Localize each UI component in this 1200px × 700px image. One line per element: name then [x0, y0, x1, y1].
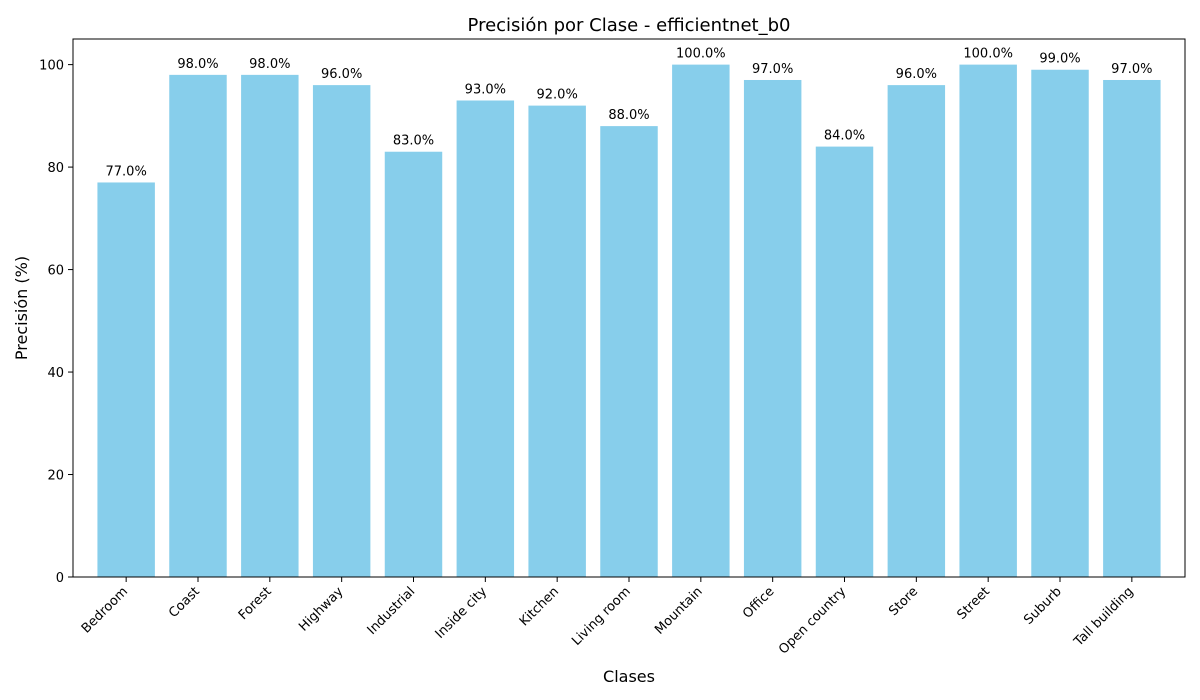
y-axis-label: Precisión (%)	[12, 256, 31, 360]
value-label: 83.0%	[393, 134, 434, 149]
bar-street	[959, 64, 1017, 578]
x-tick-label: Kitchen	[517, 584, 562, 629]
value-label: 84.0%	[824, 129, 865, 144]
y-tick-label: 40	[47, 366, 64, 381]
x-tick-label: Open country	[776, 584, 849, 657]
plot-frame	[72, 38, 1186, 578]
x-tick-label: Industrial	[365, 584, 419, 638]
y-axis: 0 20 40 60 80 100	[39, 59, 73, 586]
y-tick-label: 100	[39, 59, 64, 74]
bar-kitchen	[528, 105, 586, 577]
x-tick-label: Living room	[569, 584, 634, 649]
y-tick-label: 20	[47, 469, 64, 484]
x-tick-label: Mountain	[652, 584, 705, 637]
value-label: 97.0%	[1111, 62, 1152, 77]
bar-office	[743, 79, 802, 577]
x-axis: Bedroom Coast Forest Highway Industrial Insid…	[79, 577, 1137, 657]
x-tick-label: Coast	[166, 584, 203, 621]
value-label: 96.0%	[896, 67, 937, 82]
x-tick-label: Suburb	[1021, 584, 1065, 628]
x-tick-label: Tall building	[1071, 584, 1137, 650]
bar-industrial	[384, 151, 443, 577]
value-label: 100.0%	[963, 47, 1013, 62]
value-labels-group: 77.0% 98.0% 98.0% 96.0% 83.0% 93.0% 92.0% 88.0%…	[106, 47, 1153, 180]
x-axis-label: Clases	[603, 667, 655, 686]
value-label: 100.0%	[676, 47, 726, 62]
value-label: 97.0%	[752, 62, 793, 77]
x-tick-label: Bedroom	[79, 584, 131, 636]
value-label: 77.0%	[106, 164, 147, 179]
value-label: 98.0%	[249, 57, 290, 72]
bar-bedroom	[97, 182, 155, 577]
value-label: 88.0%	[608, 108, 649, 123]
x-tick-label: Street	[954, 584, 993, 623]
bar-open-country	[815, 146, 874, 577]
bar-highway	[312, 85, 371, 577]
x-tick-label: Highway	[296, 584, 347, 635]
x-tick-label: Forest	[236, 584, 275, 623]
y-tick-label: 80	[47, 161, 64, 176]
x-tick-label: Inside city	[433, 584, 491, 642]
bar-coast	[169, 74, 227, 577]
bar-living-room	[600, 126, 658, 577]
value-label: 93.0%	[465, 82, 506, 97]
value-label: 98.0%	[177, 57, 218, 72]
x-tick-label: Office	[740, 584, 777, 621]
bar-tall-building	[1103, 79, 1161, 577]
bar-store	[887, 85, 946, 577]
value-label: 99.0%	[1039, 52, 1080, 67]
bars-group	[97, 64, 1161, 578]
y-tick-label: 0	[56, 571, 64, 586]
bar-suburb	[1031, 69, 1089, 577]
value-label: 96.0%	[321, 67, 362, 82]
x-tick-label: Store	[886, 584, 921, 619]
chart-title: Precisión por Clase - efficientnet_b0	[468, 15, 791, 36]
bar-inside-city	[456, 100, 515, 577]
value-label: 92.0%	[537, 88, 578, 103]
bar-mountain	[672, 64, 730, 578]
y-tick-label: 60	[47, 264, 64, 279]
bar-forest	[241, 74, 299, 577]
